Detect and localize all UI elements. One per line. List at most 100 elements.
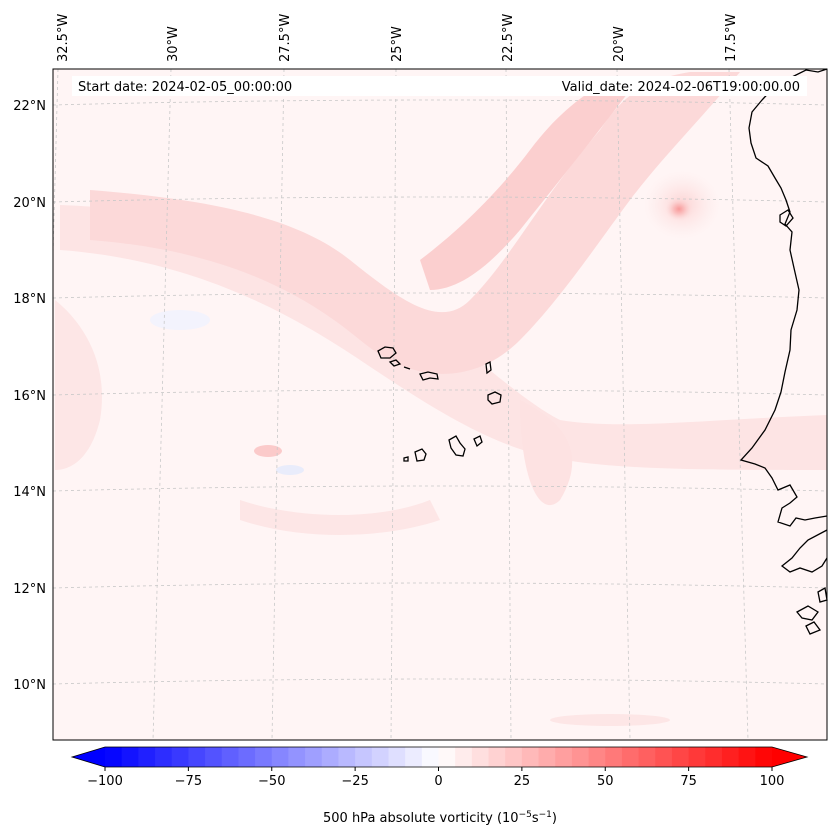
colorbar-cell	[571, 747, 590, 767]
graticule	[53, 69, 827, 740]
lat-label: 10°N	[13, 678, 46, 693]
colorbar-cell	[671, 747, 690, 767]
colorbar-ticks: −100 −75 −50 −25 0 25 50 75 100	[87, 767, 784, 789]
coastline-banc-arguin	[779, 209, 794, 227]
colorbar-extend-min	[72, 747, 105, 767]
colorbar-cell	[705, 747, 723, 767]
colorbar-cell	[271, 747, 290, 767]
colorbar-tick-label: 50	[597, 774, 614, 789]
colorbar-cell	[121, 747, 139, 767]
colorbar-cell	[421, 747, 440, 767]
lat-label: 20°N	[13, 196, 46, 211]
colorbar-cell	[238, 747, 256, 767]
colorbar-cell	[288, 747, 306, 767]
vorticity-negative-spot	[276, 465, 304, 475]
colorbar-cell	[688, 747, 706, 767]
colorbar-label: 500 hPa absolute vorticity (10−5s−1)	[323, 810, 557, 826]
colorbar-cell	[138, 747, 156, 767]
lat-label: 14°N	[13, 485, 46, 500]
lat-label: 16°N	[13, 389, 46, 404]
colorbar-cell	[621, 747, 640, 767]
coastline-west-africa	[739, 68, 828, 527]
colorbar-cell	[371, 747, 390, 767]
colorbar-cell	[438, 747, 456, 767]
info-bar	[72, 76, 807, 96]
vorticity-max	[665, 197, 693, 221]
island-sao-nicolau	[419, 371, 439, 381]
colorbar-cell	[555, 747, 573, 767]
cape-verde-islands	[377, 346, 502, 462]
vorticity-negative-patch	[150, 310, 210, 330]
colorbar-cell	[455, 747, 473, 767]
vorticity-streak	[420, 80, 630, 290]
colorbar-cell	[538, 747, 556, 767]
island-maio	[473, 435, 483, 448]
vorticity-band-upper	[90, 72, 740, 374]
colorbar-cell	[388, 747, 406, 767]
colorbar-extend-max	[772, 747, 807, 767]
vorticity-patch	[550, 714, 670, 726]
colorbar-cell	[605, 747, 623, 767]
colorbar-cell	[521, 747, 540, 767]
colorbar-cell	[321, 747, 340, 767]
colorbar-cell	[488, 747, 506, 767]
colorbar-cells	[105, 747, 773, 767]
island-sal	[485, 361, 492, 375]
colorbar-cell	[471, 747, 490, 767]
start-date-label: Start date: 2024-02-05_00:00:00	[78, 80, 292, 95]
vorticity-field	[55, 72, 827, 726]
colorbar-cell	[655, 747, 673, 767]
colorbar: −100 −75 −50 −25 0 25 50 75 100 500 hPa absolute…	[70, 746, 809, 826]
lon-label: 32.5°W	[56, 14, 71, 62]
colorbar-tick-label: 75	[680, 774, 697, 789]
lat-label: 22°N	[13, 99, 46, 114]
vorticity-patch	[240, 500, 440, 535]
colorbar-cell	[355, 747, 373, 767]
lon-label: 25°W	[390, 26, 405, 62]
colorbar-tick-label: 100	[760, 774, 785, 789]
colorbar-tick-label: 0	[434, 774, 442, 789]
lat-label: 12°N	[13, 582, 46, 597]
colorbar-cell	[188, 747, 206, 767]
colorbar-cell	[205, 747, 223, 767]
colorbar-cell	[171, 747, 189, 767]
colorbar-cell	[588, 747, 606, 767]
lon-label: 20°W	[612, 26, 627, 62]
vorticity-patch	[55, 300, 102, 470]
colorbar-cell	[405, 747, 423, 767]
lon-label: 30°W	[166, 26, 181, 62]
colorbar-cell	[155, 747, 173, 767]
colorbar-cell	[255, 747, 273, 767]
island-brava	[403, 456, 409, 462]
lon-label: 22.5°W	[501, 14, 516, 62]
colorbar-cell	[221, 747, 240, 767]
island-boa-vista	[487, 391, 502, 405]
colorbar-cell	[338, 747, 356, 767]
colorbar-cell	[738, 747, 756, 767]
vorticity-spot	[254, 445, 282, 457]
lon-label: 27.5°W	[278, 14, 293, 62]
colorbar-cell	[755, 747, 773, 767]
colorbar-cell	[305, 747, 323, 767]
map-panel: Start date: 2024-02-05_00:00:00 Valid_da…	[52, 68, 828, 741]
island-fogo	[414, 448, 427, 462]
island-santiago	[448, 435, 466, 457]
lat-label: 18°N	[13, 292, 46, 307]
longitude-labels: 32.5°W 30°W 27.5°W 25°W 22.5°W 20°W 17.5…	[56, 14, 739, 62]
island-santa-luzia	[403, 366, 411, 370]
latitude-labels: 22°N 20°N 18°N 16°N 14°N 12°N 10°N	[13, 99, 46, 693]
colorbar-cell	[638, 747, 656, 767]
colorbar-tick-label: 25	[514, 774, 531, 789]
colorbar-tick-label: −25	[341, 774, 368, 789]
colorbar-tick-label: −100	[87, 774, 123, 789]
lon-label: 17.5°W	[724, 14, 739, 62]
vorticity-patch	[520, 400, 573, 506]
colorbar-tick-label: −50	[258, 774, 285, 789]
coastline-guinea-bissau	[780, 529, 828, 573]
colorbar-cell	[721, 747, 740, 767]
colorbar-tick-label: −75	[175, 774, 202, 789]
colorbar-cell	[105, 747, 123, 767]
map-frame	[52, 68, 828, 741]
island-santo-antao	[377, 346, 397, 359]
